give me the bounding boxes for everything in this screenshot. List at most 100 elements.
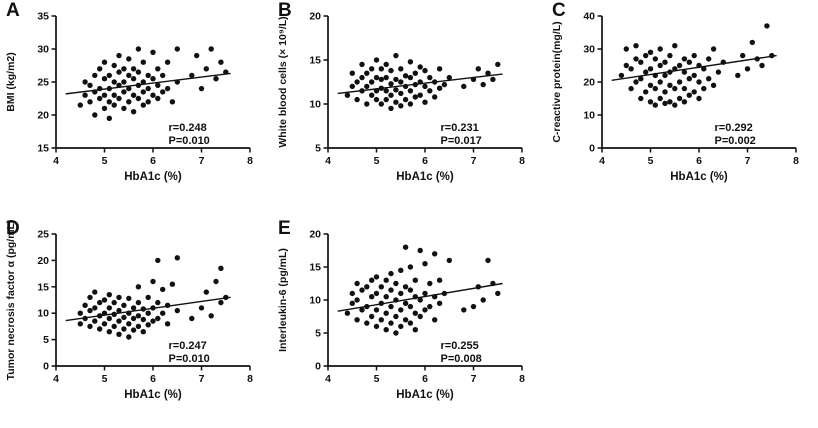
data-point	[686, 76, 692, 82]
data-point	[393, 280, 399, 287]
x-tick-label: 7	[471, 373, 477, 385]
panel-label-E: E	[278, 218, 291, 239]
y-tick-label: 25	[37, 77, 49, 89]
data-point	[432, 317, 438, 323]
data-point	[427, 280, 433, 287]
data-point	[422, 67, 428, 74]
y-tick-label: 5	[315, 328, 321, 340]
data-point	[150, 76, 156, 82]
data-point	[130, 109, 137, 115]
y-axis-label: BMI (kg/m2)	[5, 52, 17, 112]
data-point	[135, 95, 142, 102]
data-point	[652, 56, 658, 62]
x-tick-label: 4	[53, 373, 59, 385]
data-point	[116, 52, 122, 59]
data-point	[106, 99, 113, 105]
data-point	[160, 89, 166, 95]
y-axis-label: Tumor necrosis factor α (pg/mL)	[5, 220, 17, 381]
data-point	[87, 99, 93, 105]
data-point	[686, 59, 692, 65]
x-tick-label: 6	[150, 155, 156, 167]
data-point	[364, 83, 370, 90]
data-point	[407, 264, 414, 270]
data-point	[446, 257, 452, 264]
x-tick-label: 8	[247, 373, 253, 385]
data-point	[662, 59, 668, 65]
x-tick-label: 5	[374, 373, 380, 385]
data-point	[126, 295, 132, 302]
trend-line	[65, 296, 231, 322]
data-point	[388, 92, 394, 98]
data-point	[662, 72, 668, 79]
y-tick-label: 0	[315, 361, 321, 373]
data-point	[412, 70, 418, 76]
data-point	[691, 72, 697, 79]
data-point	[101, 105, 108, 112]
data-point	[407, 59, 414, 65]
data-point	[652, 102, 658, 108]
data-point	[378, 66, 384, 72]
data-point	[441, 81, 448, 88]
data-point	[676, 62, 683, 69]
data-point	[364, 320, 370, 326]
data-point	[82, 92, 88, 98]
data-point	[638, 76, 644, 82]
data-point	[427, 303, 433, 310]
data-point	[106, 329, 113, 335]
y-tick-label: 0	[589, 143, 595, 155]
data-point	[402, 96, 409, 103]
x-tick-label: 7	[745, 155, 751, 167]
data-point	[174, 46, 180, 52]
x-tick-label: 6	[696, 155, 702, 167]
data-point	[701, 85, 707, 92]
data-point	[432, 94, 438, 100]
x-tick-label: 5	[102, 373, 108, 385]
data-point	[383, 61, 389, 68]
data-point	[349, 300, 355, 306]
x-tick-label: 8	[247, 155, 253, 167]
data-point	[691, 89, 697, 95]
panel-label-C: C	[552, 0, 566, 21]
data-point	[696, 95, 702, 102]
data-point	[160, 286, 166, 293]
data-point	[164, 321, 171, 327]
data-point	[436, 277, 443, 283]
data-point	[373, 96, 380, 103]
panel-B: B 4 5 6 7 8 5 10 15 20 HbA1c (%) White blood cells…	[272, 0, 544, 208]
data-point	[92, 112, 98, 118]
data-point	[111, 79, 117, 85]
x-tick-label: 6	[150, 373, 156, 385]
data-point	[412, 327, 418, 333]
y-tick-label: 10	[309, 295, 321, 307]
data-point	[349, 290, 355, 297]
data-point	[203, 289, 209, 295]
y-tick-label: 20	[37, 255, 49, 267]
data-point	[643, 52, 649, 59]
data-point	[198, 305, 205, 311]
data-point	[681, 69, 688, 75]
data-point	[101, 59, 108, 65]
panel-D: D 4 5 6 7 8 0 5 10 15 20 25 HbA1c (%) Tumor necrosis…	[0, 218, 272, 426]
data-point	[470, 303, 477, 310]
data-point	[126, 321, 132, 327]
y-tick-label: 30	[37, 44, 49, 56]
data-point	[116, 294, 122, 301]
data-point	[155, 66, 161, 72]
data-point	[740, 52, 746, 59]
data-point	[412, 277, 418, 283]
y-tick-label: 15	[309, 55, 321, 67]
data-point	[647, 99, 654, 105]
data-point	[461, 83, 467, 90]
data-point	[485, 70, 491, 76]
data-point	[667, 99, 673, 105]
data-point	[407, 74, 414, 81]
data-point	[135, 284, 142, 290]
data-point	[155, 95, 161, 102]
data-point	[130, 327, 137, 333]
data-point	[116, 318, 122, 324]
data-point	[198, 85, 205, 92]
annotation-p: P=0.017	[441, 135, 482, 147]
data-point	[140, 89, 146, 95]
data-point	[407, 88, 414, 94]
data-point	[155, 257, 161, 264]
